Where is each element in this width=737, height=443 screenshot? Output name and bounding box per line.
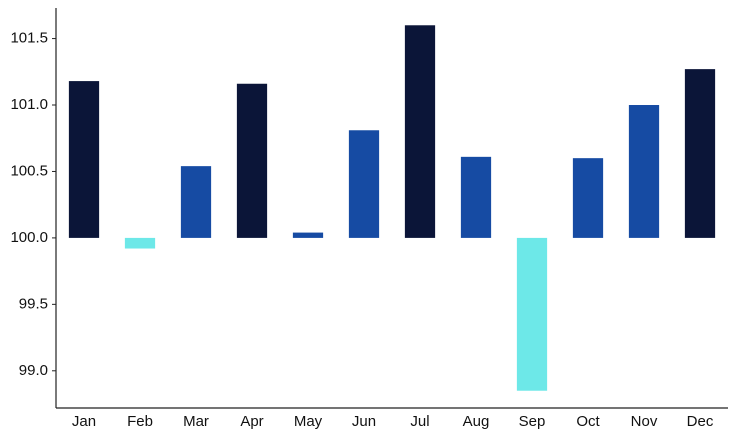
x-tick-label: Mar: [183, 413, 209, 430]
bar: [684, 69, 716, 238]
x-tick-label: Nov: [631, 413, 658, 430]
y-tick-label: 100.0: [10, 229, 48, 246]
x-tick-label: Jun: [352, 413, 376, 430]
bar: [572, 158, 604, 238]
bar: [348, 130, 380, 238]
y-tick-label: 101.0: [10, 96, 48, 113]
bar: [124, 237, 156, 249]
bar: [68, 81, 100, 238]
bar: [404, 25, 436, 238]
bar: [236, 83, 268, 238]
x-tick-label: Aug: [463, 413, 490, 430]
x-tick-label: May: [294, 413, 323, 430]
x-tick-label: Sep: [519, 413, 546, 430]
x-tick-label: Oct: [576, 413, 600, 430]
x-tick-label: Jan: [72, 413, 96, 430]
x-tick-label: Dec: [687, 413, 714, 430]
y-tick-label: 100.5: [10, 162, 48, 179]
bar: [628, 105, 660, 238]
bar: [516, 237, 548, 391]
y-tick-label: 99.5: [19, 295, 48, 312]
x-tick-label: Apr: [240, 413, 263, 430]
bar: [292, 232, 324, 238]
x-tick-label: Jul: [410, 413, 429, 430]
bar: [460, 156, 492, 238]
bar: [180, 166, 212, 238]
y-tick-label: 101.5: [10, 30, 48, 47]
y-tick-label: 99.0: [19, 362, 48, 379]
x-tick-label: Feb: [127, 413, 153, 430]
